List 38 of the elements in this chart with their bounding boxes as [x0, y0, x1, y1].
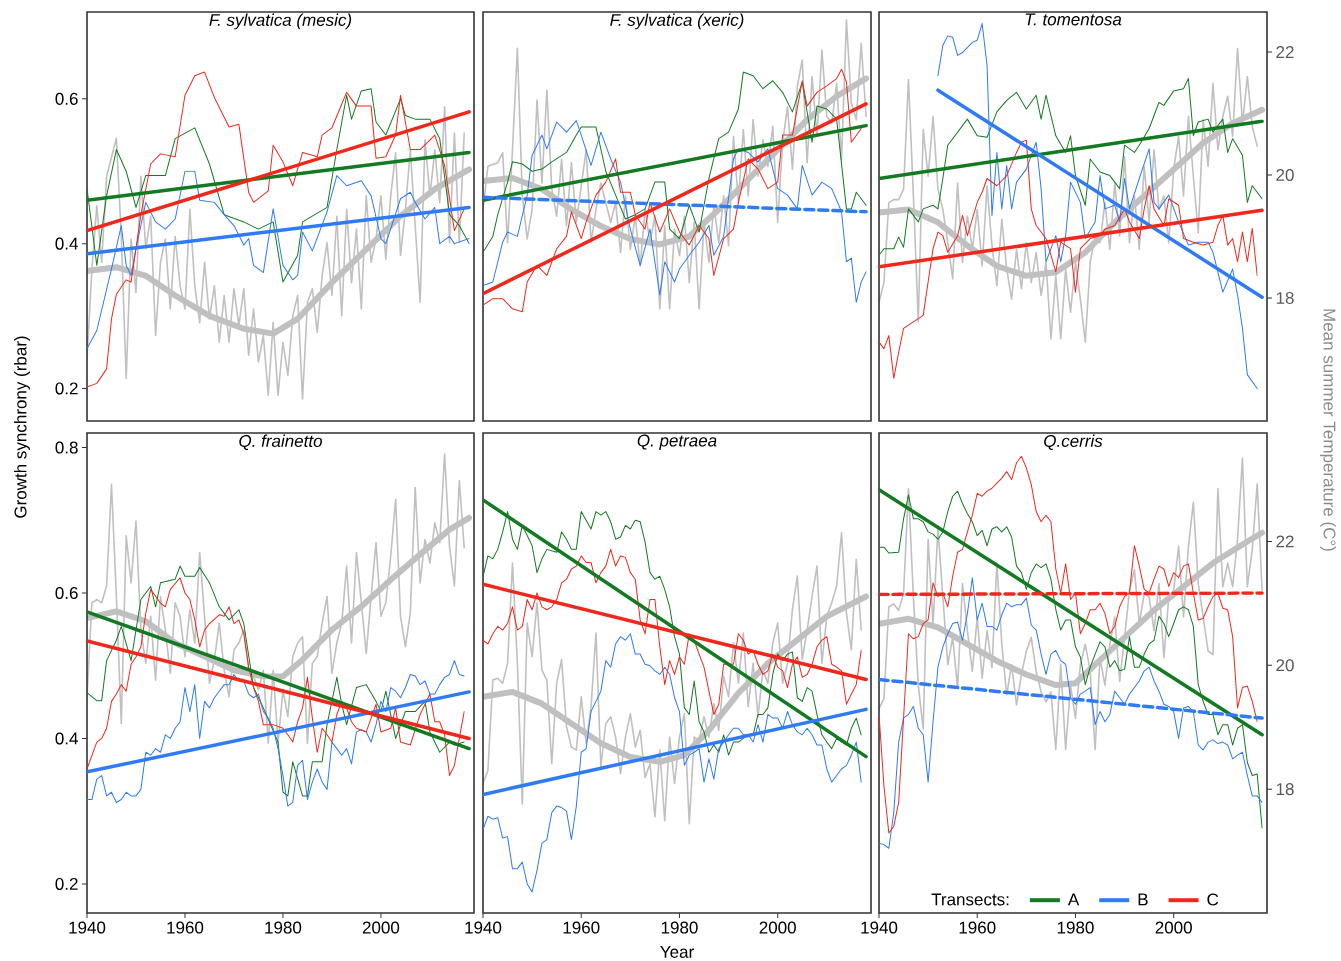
- y2-tick-label: 20: [1276, 659, 1294, 672]
- y-tick-label: 0.2: [55, 382, 78, 395]
- y-tick-label: 0.8: [55, 441, 78, 454]
- y-tick-label: 0.6: [55, 92, 78, 105]
- legend-label: A: [1067, 893, 1080, 906]
- y2-tick-label: 18: [1276, 783, 1294, 796]
- x-tick-label: 1960: [959, 921, 996, 934]
- y2-tick-label: 22: [1276, 535, 1294, 548]
- x-tick-label: 1980: [265, 921, 302, 934]
- y-tick-label: 0.4: [55, 237, 78, 250]
- y-tick-label: 0.4: [55, 732, 78, 745]
- x-tick-label: 1960: [563, 921, 600, 934]
- y-tick-label: 0.2: [55, 877, 78, 890]
- x-axis-title: Year: [660, 946, 694, 958]
- x-tick-label: 1940: [69, 921, 106, 934]
- x-tick-label: 1940: [861, 921, 898, 934]
- chart-title: T. tomentosa: [1025, 13, 1122, 26]
- y2-tick-label: 20: [1276, 168, 1294, 181]
- chart-title: Q.cerris: [1044, 434, 1103, 451]
- y2-tick-label: 18: [1276, 291, 1294, 305]
- x-tick-label: 1980: [1057, 921, 1094, 934]
- x-tick-label: 2000: [759, 921, 796, 934]
- chart-title: Q. petraea: [637, 434, 717, 450]
- x-tick-label: 1980: [661, 921, 698, 934]
- y-axis-title: Growth synchrony (rbar): [14, 336, 30, 518]
- chart-title: F. sylvatica (mesic): [209, 13, 352, 30]
- y-tick-label: 0.6: [55, 586, 78, 600]
- legend-title: Transects:: [931, 893, 1009, 906]
- y2-tick-label: 22: [1276, 46, 1294, 58]
- legend-label: C: [1207, 893, 1219, 906]
- legend-label: B: [1138, 893, 1148, 906]
- chart-title: F. sylvatica (xeric): [610, 13, 744, 30]
- x-tick-label: 2000: [1155, 921, 1192, 934]
- chart-title: Q. frainetto: [239, 434, 322, 451]
- x-tick-label: 1960: [167, 921, 204, 934]
- x-tick-label: 1940: [465, 921, 502, 934]
- y2-axis-title: Mean summer Temperature (C°): [1320, 309, 1336, 551]
- x-tick-label: 2000: [362, 921, 400, 934]
